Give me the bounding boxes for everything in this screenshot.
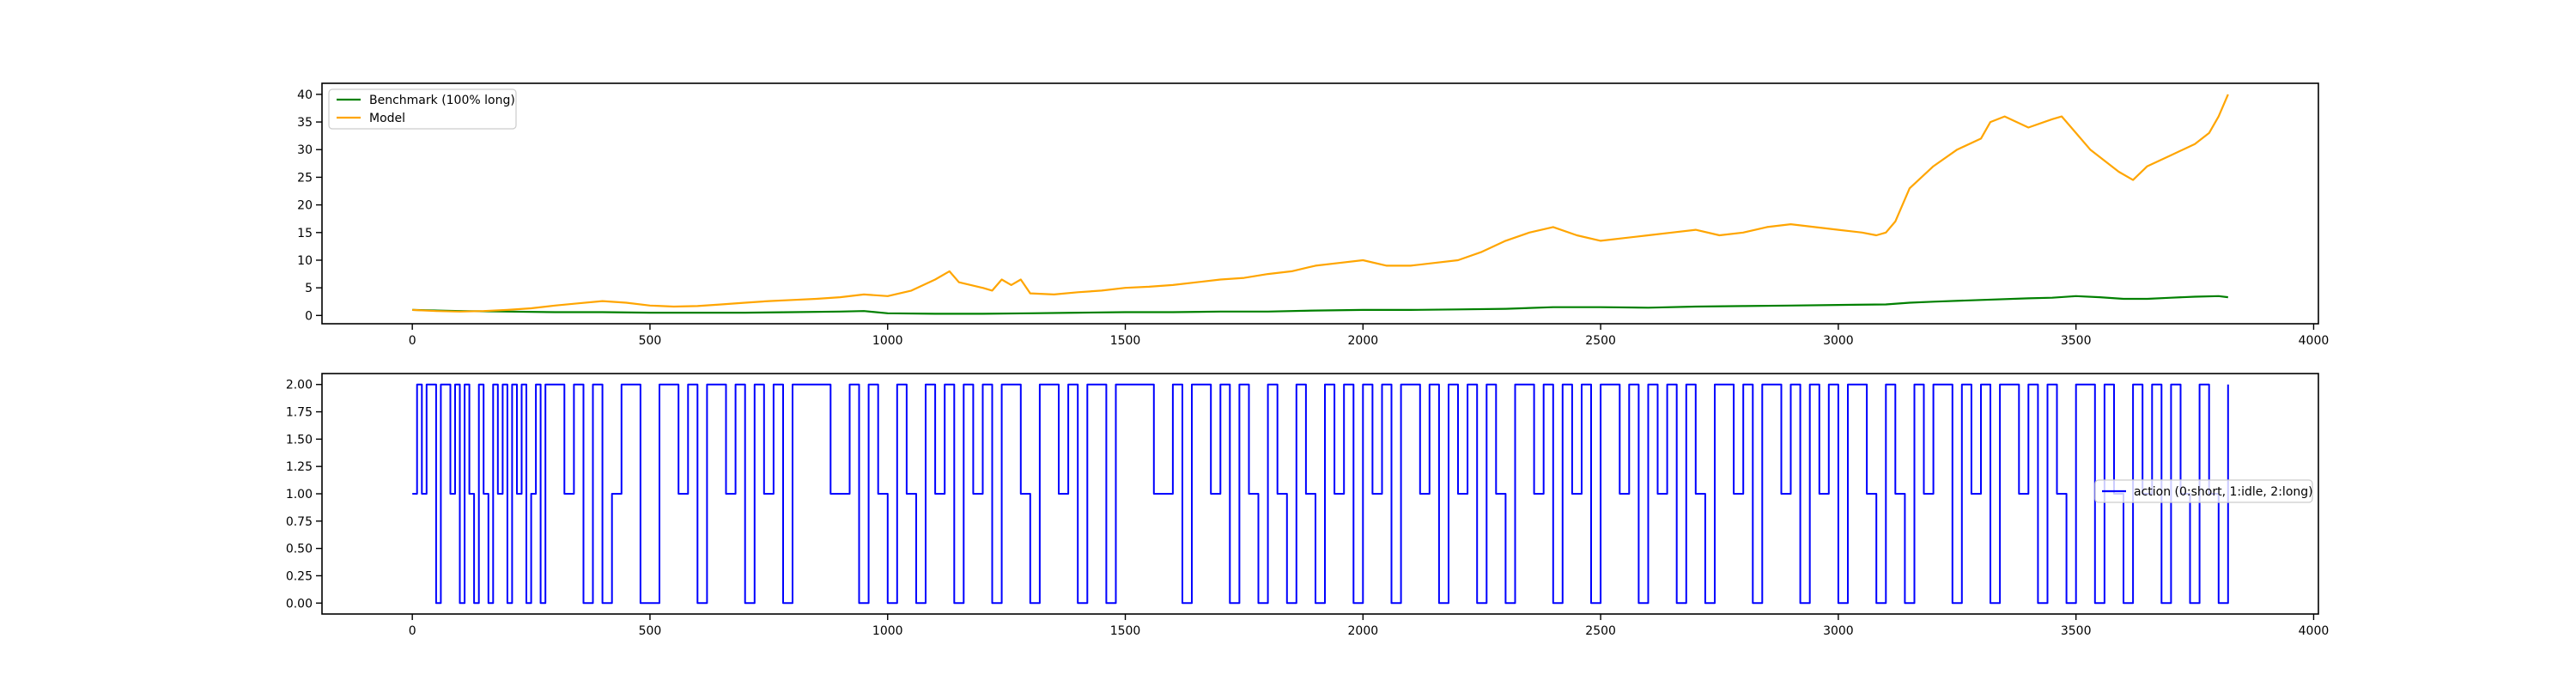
top-chart-series-1-line	[412, 94, 2229, 313]
top-chart-ytick-label: 30	[297, 143, 313, 157]
bottom-chart-ytick-label: 1.00	[286, 488, 313, 502]
bottom-chart-xtick-label: 3500	[2061, 624, 2092, 638]
top-chart-ytick-label: 25	[297, 171, 313, 185]
top-chart-xtick-label: 3000	[1823, 334, 1854, 348]
bottom-chart: 0 500 1000 1500 2000 2500 3000 3500 4000 0.00 0.25…	[286, 373, 2329, 638]
top-chart-xtick-label: 2000	[1348, 334, 1379, 348]
bottom-chart-lines	[412, 383, 2229, 605]
top-chart-series-0-line	[412, 295, 2228, 315]
bottom-chart-xtick-label: 500	[639, 624, 662, 638]
bottom-chart-ytick-label: 0.00	[286, 597, 313, 611]
bottom-chart-ytick-label: 0.50	[286, 543, 313, 556]
bottom-chart-xtick-label: 2000	[1348, 624, 1379, 638]
bottom-chart-xtick-label: 4000	[2299, 624, 2330, 638]
top-chart-ytick-label: 40	[297, 88, 313, 102]
bottom-chart-ytick-label: 0.25	[286, 569, 313, 583]
bottom-chart-ytick-label: 1.25	[286, 460, 313, 474]
bottom-chart-xtick-label: 2500	[1585, 624, 1616, 638]
top-chart-axes-frame	[321, 82, 2319, 325]
bottom-chart-series-0-line	[412, 383, 2229, 605]
top-chart-xtick-label: 3500	[2061, 334, 2092, 348]
top-chart-ytick-label: 20	[297, 199, 313, 213]
top-chart-xtick-label: 500	[639, 334, 662, 348]
top-chart-legend-box	[328, 88, 517, 130]
bottom-chart-xtick-label: 1000	[872, 624, 903, 638]
bottom-chart-ytick-label: 0.75	[286, 515, 313, 529]
top-chart-ytick-label: 35	[297, 116, 313, 130]
top-chart-xtick-label: 4000	[2299, 334, 2330, 348]
top-chart-ytick-label: 10	[297, 254, 313, 268]
top-chart-legend: Benchmark (100% long) Model	[328, 88, 517, 130]
top-chart-lines	[412, 94, 2229, 315]
legend-label-benchmark: Benchmark (100% long)	[369, 94, 515, 107]
top-chart-ytick-label: 5	[305, 282, 313, 295]
top-chart-xtick-label: 2500	[1585, 334, 1616, 348]
bottom-chart-legend: action (0:short, 1:idle, 2:long)	[2094, 479, 2313, 503]
bottom-chart-xtick-label: 3000	[1823, 624, 1854, 638]
bottom-chart-legend-box	[2094, 479, 2313, 503]
top-chart-ytick-label: 15	[297, 227, 313, 240]
bottom-chart-ytick-label: 2.00	[286, 379, 313, 392]
legend-label-action: action (0:short, 1:idle, 2:long)	[2134, 485, 2313, 499]
legend-label-model: Model	[369, 112, 405, 125]
bottom-chart-ytick-label: 1.75	[286, 406, 313, 420]
bottom-chart-ticks: 0 500 1000 1500 2000 2500 3000 3500 4000 0.00 0.25…	[286, 379, 2329, 638]
top-chart-xtick-label: 1500	[1110, 334, 1141, 348]
bottom-chart-xtick-label: 0	[409, 624, 416, 638]
bottom-chart-ytick-label: 1.50	[286, 433, 313, 447]
top-chart-xtick-label: 0	[409, 334, 416, 348]
bottom-chart-xtick-label: 1500	[1110, 624, 1141, 638]
top-chart: 0 500 1000 1500 2000 2500 3000 3500 4000 0 5 10 15 20…	[297, 82, 2329, 348]
top-chart-xtick-label: 1000	[872, 334, 903, 348]
top-chart-ytick-label: 0	[305, 309, 313, 323]
top-chart-ticks: 0 500 1000 1500 2000 2500 3000 3500 4000 0 5 10 15 20…	[297, 88, 2329, 348]
